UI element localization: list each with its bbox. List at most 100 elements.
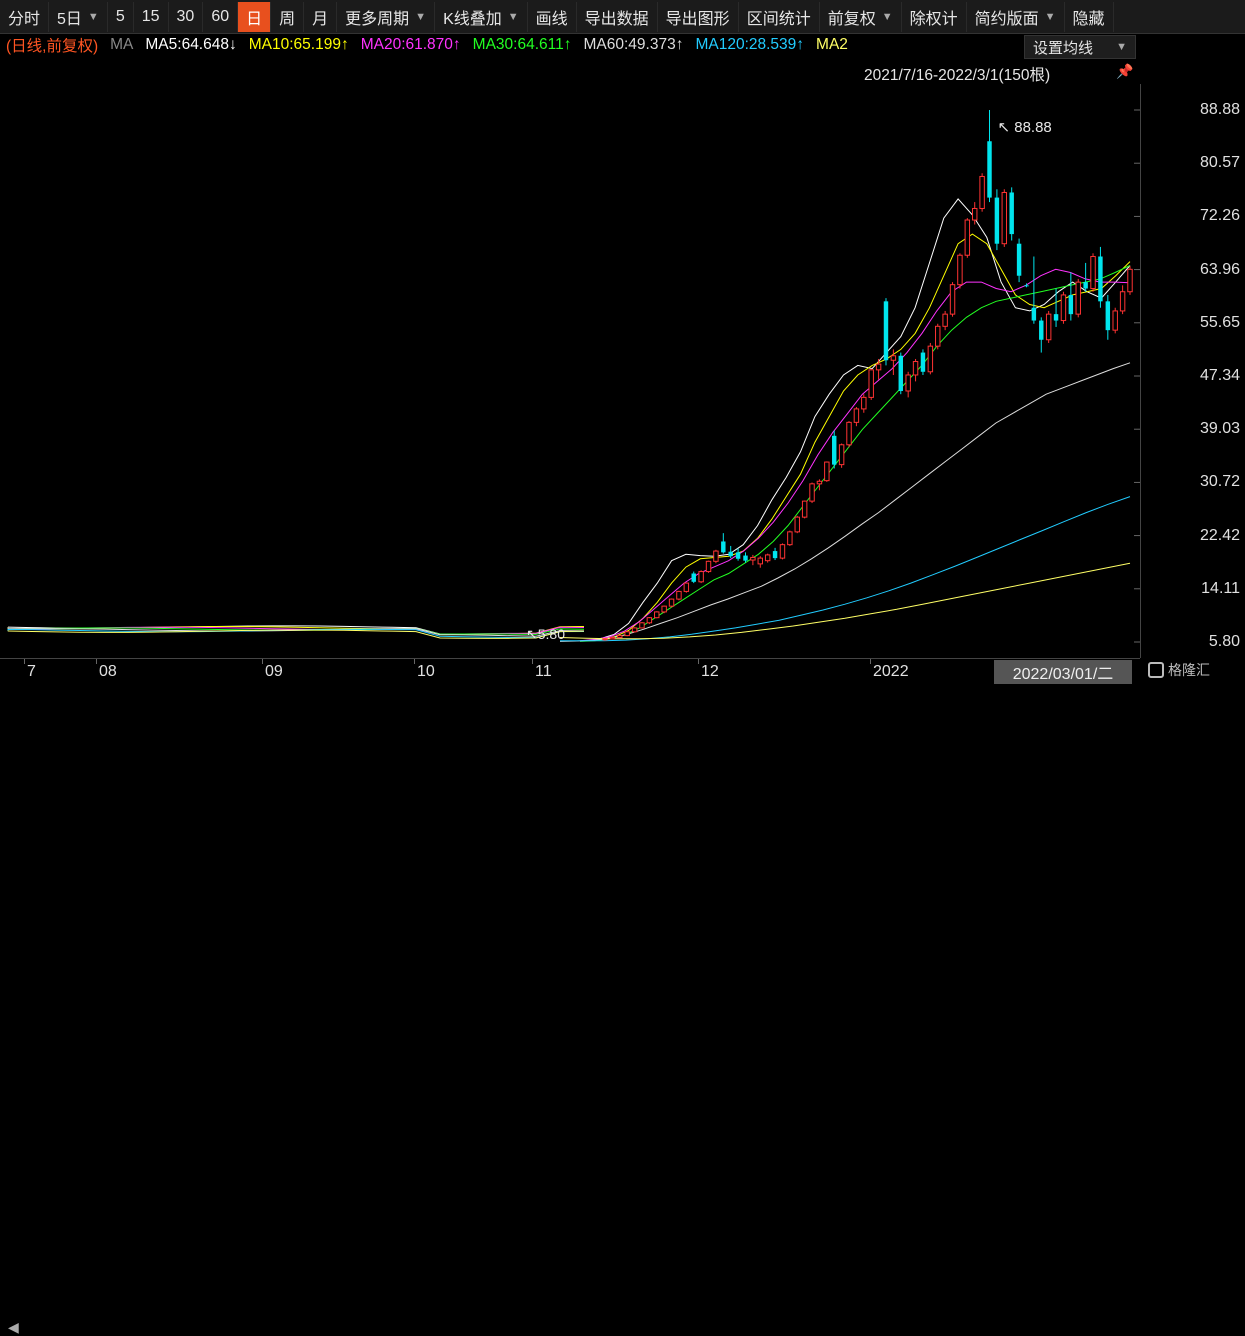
period-button-5[interactable]: 60 xyxy=(203,1,239,32)
price-tick-label: 30.72 xyxy=(1199,473,1240,491)
price-tick-label: 80.57 xyxy=(1199,154,1240,172)
toolbar-label: 画线 xyxy=(535,10,568,28)
ma-value-6: MA2 xyxy=(816,36,848,53)
pin-icon[interactable]: 📌 xyxy=(1116,63,1134,79)
toolbar-label: 简约版面 xyxy=(974,10,1039,28)
candle-body xyxy=(705,560,712,573)
candle-body xyxy=(801,500,808,518)
price-axis: 88.88 80.57 72.26 63.96 55.65 47.34 39.03 30.72… xyxy=(1140,84,1245,658)
period-button-9[interactable]: 更多周期 ▼ xyxy=(337,1,436,32)
period-button-15[interactable]: 前复权 ▼ xyxy=(820,1,902,32)
candle-body xyxy=(838,444,845,466)
candle-body xyxy=(809,483,815,502)
candle-body xyxy=(683,582,690,592)
period-button-10[interactable]: K线叠加 ▼ xyxy=(435,1,528,32)
high-price-annotation: ↖ 88.88 xyxy=(998,119,1052,136)
date-tick-label: 10 xyxy=(417,663,435,680)
candle-body xyxy=(668,598,675,607)
ma-value-0: MA5:64.648↓ xyxy=(145,36,237,53)
period-button-17[interactable]: 简约版面 ▼ xyxy=(967,1,1065,32)
period-button-13[interactable]: 导出图形 xyxy=(658,1,739,32)
candle-body xyxy=(787,531,793,546)
date-tick-mark xyxy=(698,659,699,664)
toolbar-label: 区间统计 xyxy=(746,10,811,28)
candle-body xyxy=(868,369,874,398)
period-button-2[interactable]: 5 xyxy=(108,1,134,32)
period-button-16[interactable]: 除权计 xyxy=(902,1,967,32)
toolbar-label: 更多周期 xyxy=(345,10,410,28)
candle-body xyxy=(1112,310,1118,331)
candle-body xyxy=(764,554,771,562)
ma-values: MA5:64.648↓ MA10:65.199↑ MA20:61.870↑ MA30:… xyxy=(145,36,860,54)
period-button-11[interactable]: 画线 xyxy=(528,1,577,32)
candle-body xyxy=(832,435,837,465)
toolbar-label: 周 xyxy=(279,10,296,28)
ma-settings-button[interactable]: 设置均线 ▼ xyxy=(1024,35,1136,59)
candle-body xyxy=(898,355,903,391)
date-tick-label: 2022 xyxy=(873,663,909,680)
toolbar-label: K线叠加 xyxy=(443,10,502,28)
candle-body xyxy=(602,638,608,641)
period-button-7[interactable]: 周 xyxy=(271,1,305,32)
candle-body xyxy=(1068,294,1074,315)
price-tick-label: 14.11 xyxy=(1201,579,1240,597)
chevron-down-icon[interactable]: ▼ xyxy=(87,10,99,23)
period-button-18[interactable]: 隐藏 xyxy=(1065,1,1114,32)
candle-body xyxy=(1105,301,1111,331)
candle-body xyxy=(1075,281,1081,315)
logo-icon xyxy=(1148,662,1164,678)
candle-body xyxy=(942,313,948,327)
candle-body xyxy=(972,207,978,221)
candle-body xyxy=(987,141,992,198)
ma-value-5: MA120:28.539↑ xyxy=(695,36,805,53)
candle-body xyxy=(816,480,823,485)
chevron-down-icon[interactable]: ▼ xyxy=(1044,10,1056,23)
candle-body xyxy=(920,352,926,372)
candle-body xyxy=(1031,307,1037,321)
period-button-6[interactable]: 日 xyxy=(238,1,272,32)
period-button-4[interactable]: 30 xyxy=(169,1,204,32)
period-button-3[interactable]: 15 xyxy=(134,1,169,32)
candle-body xyxy=(691,573,696,582)
date-tick-label: 7 xyxy=(27,663,36,680)
ma-line-ma20 xyxy=(579,268,1131,642)
price-tick-label: 72.26 xyxy=(1199,207,1240,225)
ma-label[interactable]: MA xyxy=(110,36,134,53)
period-button-1[interactable]: 5日 ▼ xyxy=(49,1,108,32)
ma-line-ma60 xyxy=(559,362,1131,642)
candle-body xyxy=(624,631,630,637)
period-button-14[interactable]: 区间统计 xyxy=(739,1,820,32)
period-button-0[interactable]: 分时 xyxy=(0,1,50,32)
candle-body xyxy=(883,301,889,361)
candle-body xyxy=(1083,282,1088,289)
chart-mode-label: (日线,前复权) xyxy=(6,38,99,55)
toolbar-label: 月 xyxy=(312,10,329,28)
candle-body xyxy=(713,550,719,562)
candle-body xyxy=(728,551,733,557)
chevron-down-icon[interactable]: ▼ xyxy=(415,10,427,23)
ma-value-1: MA10:65.199↑ xyxy=(248,36,349,53)
toolbar-label: 60 xyxy=(211,7,230,25)
ma-indicator-bar: (日线,前复权) MA MA5:64.648↓ MA10:65.199↑ MA20:… xyxy=(0,34,1245,56)
candle-body xyxy=(757,557,763,565)
ma-value-2: MA20:61.870↑ xyxy=(360,36,461,53)
candle-body xyxy=(721,541,726,553)
toolbar-label: 前复权 xyxy=(827,10,876,28)
chevron-down-icon[interactable]: ▼ xyxy=(507,10,519,23)
period-button-8[interactable]: 月 xyxy=(304,1,338,32)
candle-body xyxy=(654,611,660,619)
candlestick-chart[interactable]: ↖ 88.88 ↖5.80 xyxy=(0,84,1140,658)
candle-body xyxy=(964,219,971,256)
toolbar-label: 除权计 xyxy=(909,10,958,28)
scroll-left-icon[interactable]: ◀ xyxy=(8,1319,19,1335)
candle-body xyxy=(646,617,653,624)
chevron-down-icon[interactable]: ▼ xyxy=(881,10,893,23)
ma-value-4: MA60:49.373↑ xyxy=(583,36,684,53)
period-button-12[interactable]: 导出数据 xyxy=(577,1,658,32)
candle-body xyxy=(735,552,741,559)
watermark: 格隆汇 xyxy=(1148,660,1210,680)
candle-body xyxy=(1060,294,1067,322)
candle-body xyxy=(1016,243,1022,276)
toolbar-label: 日 xyxy=(246,10,263,28)
candle-body xyxy=(1098,256,1103,302)
